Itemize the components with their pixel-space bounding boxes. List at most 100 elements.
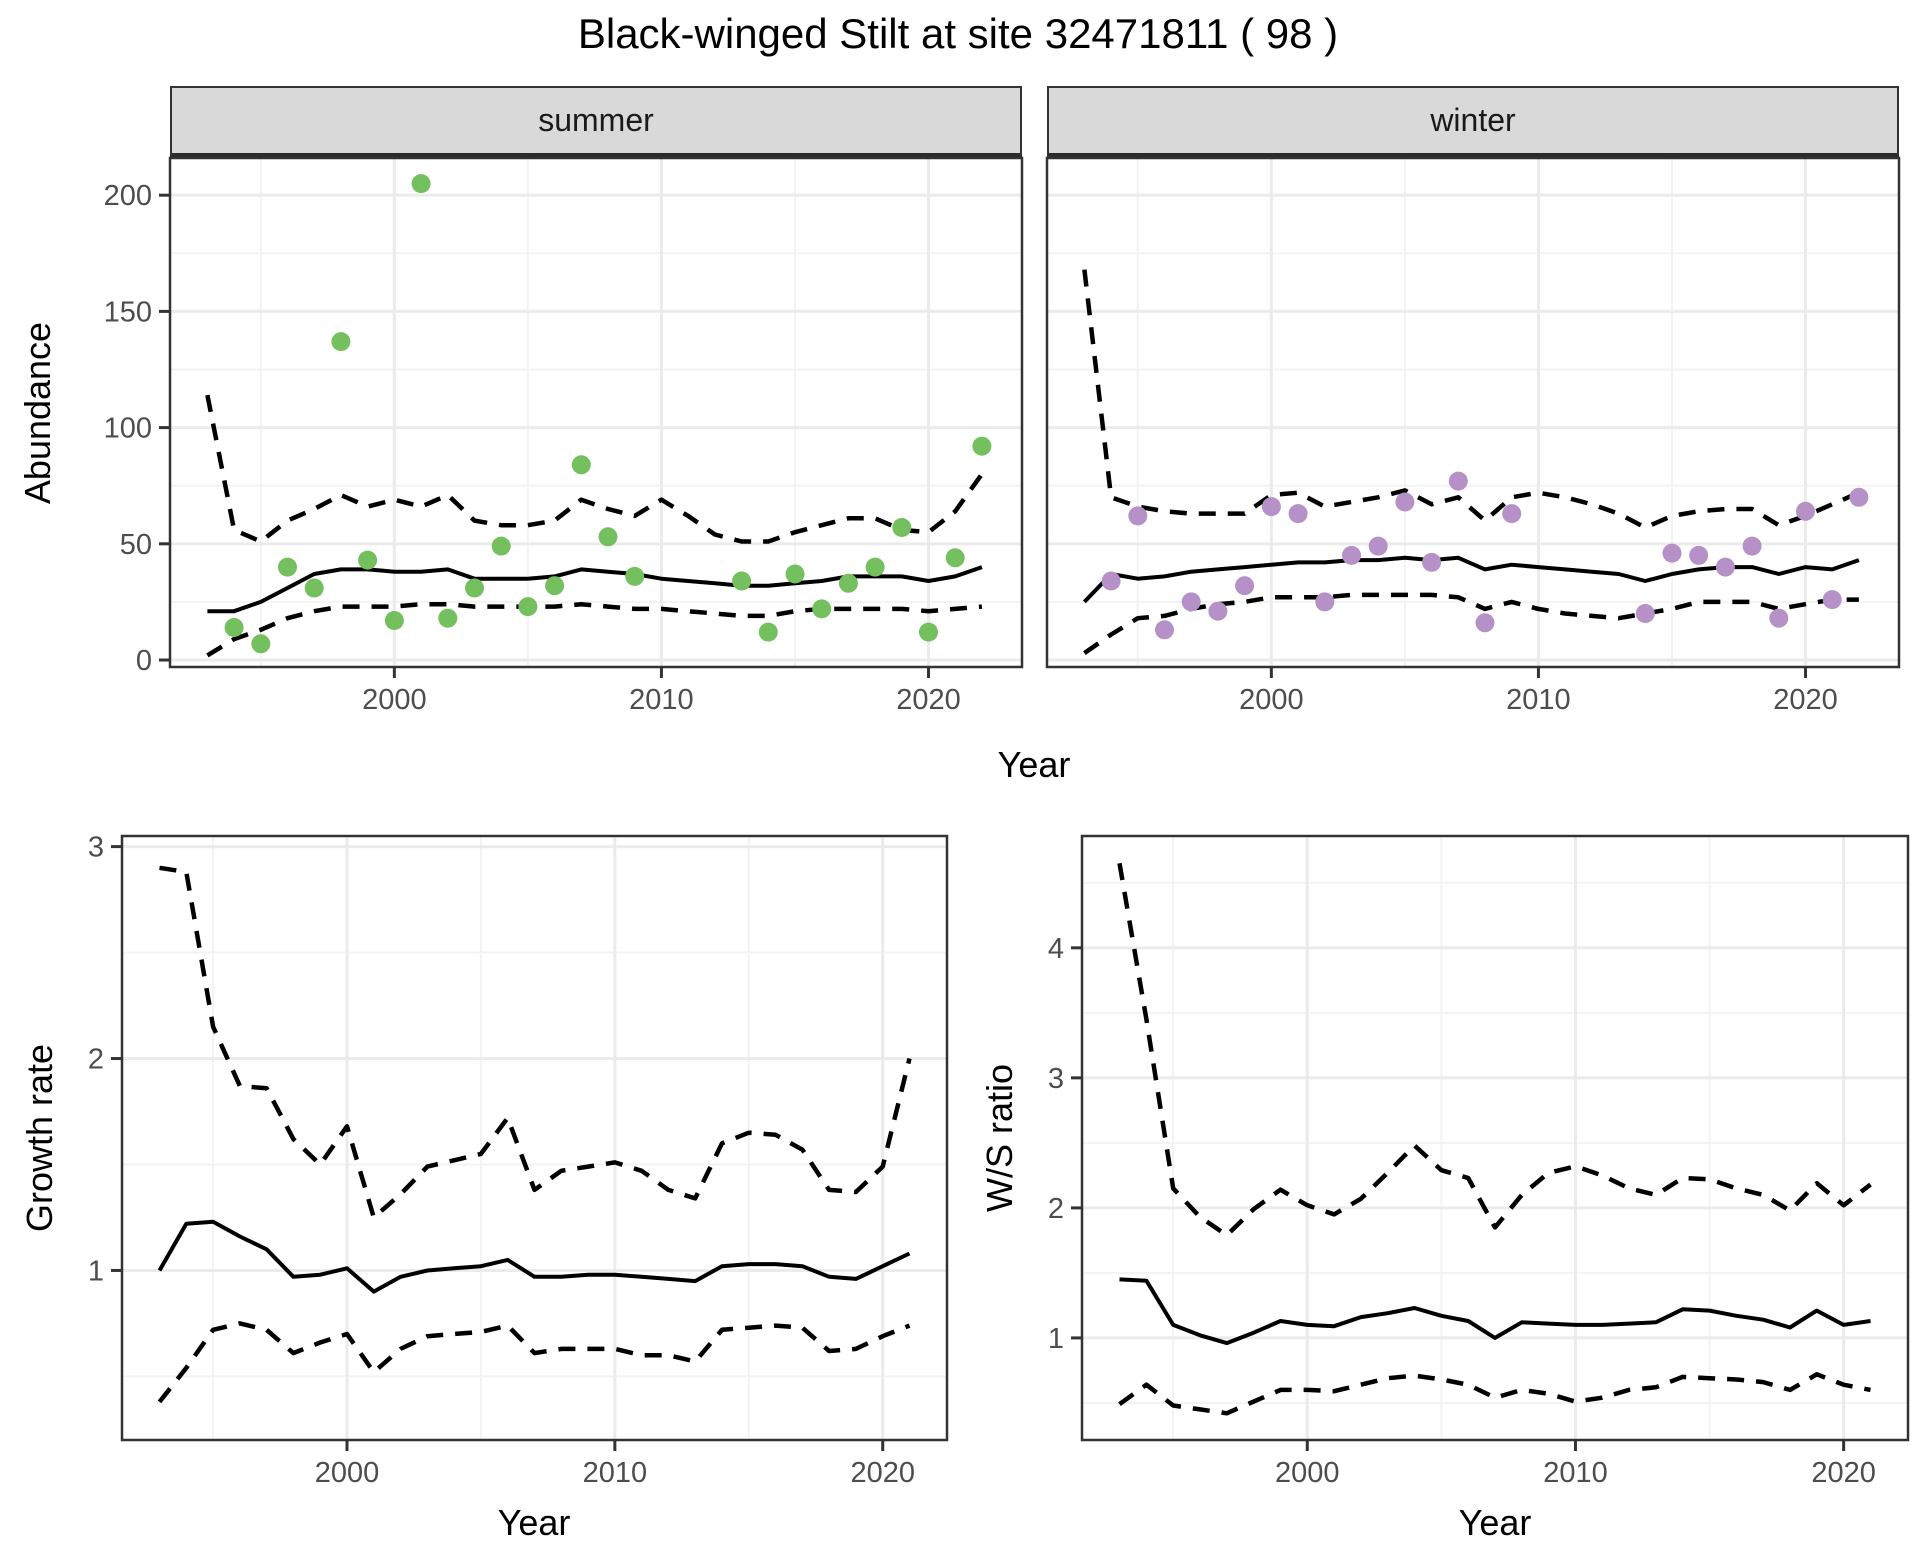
- data-point-winter: [1822, 590, 1842, 610]
- data-point-summer: [491, 536, 511, 556]
- x-tick-label: 2010: [629, 684, 694, 716]
- panel-border-growth: [120, 834, 949, 1442]
- data-point-winter: [1128, 506, 1148, 526]
- facet-strip-winter: winter: [1047, 86, 1899, 158]
- data-point-winter: [1849, 487, 1869, 507]
- panel-border-winter: [1045, 156, 1901, 669]
- data-point-winter: [1342, 545, 1361, 565]
- x-axis-title-year-ws: Year: [1458, 1502, 1532, 1543]
- data-point-winter: [1742, 536, 1762, 556]
- data-point-winter: [1368, 536, 1388, 556]
- data-point-summer: [865, 557, 885, 577]
- data-point-winter: [1635, 604, 1655, 623]
- mean-line-ws: [1119, 1277, 1871, 1346]
- x-tick-label: 2000: [1239, 684, 1304, 716]
- upper-ci-line-summer: [205, 394, 984, 544]
- y-tick-label: 2: [1048, 1193, 1064, 1225]
- panel-background-growth: [122, 836, 947, 1440]
- y-tick-label: 1: [88, 1255, 104, 1287]
- y-tick-label: 200: [104, 180, 152, 212]
- y-tick-label: 2: [88, 1044, 104, 1076]
- data-point-summer: [278, 557, 297, 577]
- data-point-summer: [892, 518, 912, 537]
- x-tick-label: 2020: [850, 1457, 915, 1489]
- y-tick-label: 1: [1048, 1323, 1064, 1355]
- data-point-winter: [1715, 557, 1735, 577]
- panel-border-ws: [1080, 834, 1910, 1442]
- x-tick-label: 2010: [1506, 684, 1571, 716]
- data-point-summer: [224, 618, 244, 637]
- data-point-summer: [732, 571, 752, 591]
- data-point-summer: [598, 527, 618, 547]
- data-point-winter: [1422, 552, 1442, 572]
- data-point-summer: [384, 611, 404, 630]
- data-point-winter: [1448, 471, 1468, 491]
- x-tick-label: 2020: [1811, 1457, 1876, 1489]
- x-tick-label: 2020: [896, 684, 961, 716]
- chart-title: Black-winged Stilt at site 32471811 ( 98…: [577, 10, 1339, 57]
- data-point-summer: [812, 599, 832, 619]
- x-tick-label: 2000: [1275, 1457, 1340, 1489]
- data-point-winter: [1475, 613, 1495, 633]
- data-point-summer: [571, 455, 591, 475]
- data-point-summer: [331, 332, 351, 352]
- data-point-summer: [785, 564, 805, 584]
- x-axis-title-year-growth: Year: [497, 1502, 571, 1543]
- data-point-summer: [251, 634, 271, 654]
- panel-border-summer: [168, 156, 1024, 669]
- data-point-winter: [1662, 543, 1682, 563]
- facet-strip-summer: summer: [170, 86, 1022, 158]
- y-tick-label: 0: [136, 645, 152, 677]
- data-point-winter: [1395, 492, 1415, 512]
- y-tick-label: 3: [88, 832, 104, 864]
- upper-ci-line-growth: [159, 865, 912, 1220]
- data-point-summer: [545, 576, 565, 596]
- y-tick-label: 50: [120, 529, 152, 561]
- data-point-winter: [1502, 504, 1522, 524]
- x-tick-label: 2010: [583, 1457, 648, 1489]
- panel-background-winter: [1047, 158, 1899, 667]
- x-axis-title-year-top: Year: [997, 744, 1071, 785]
- data-point-summer: [518, 597, 538, 617]
- data-point-winter: [1155, 620, 1174, 640]
- data-point-summer: [919, 622, 938, 642]
- x-tick-label: 2010: [1543, 1457, 1608, 1489]
- data-point-winter: [1796, 501, 1815, 521]
- upper-ci-line-ws: [1117, 862, 1872, 1238]
- x-tick-label: 2020: [1773, 684, 1838, 716]
- data-point-summer: [838, 573, 858, 593]
- data-point-winter: [1181, 592, 1201, 612]
- data-point-winter: [1769, 608, 1789, 628]
- data-point-summer: [304, 578, 324, 598]
- facet-label-summer: summer: [538, 102, 654, 138]
- y-tick-label: 150: [104, 296, 152, 328]
- data-point-winter: [1689, 545, 1709, 565]
- panel-background-ws: [1082, 836, 1908, 1440]
- data-point-winter: [1235, 576, 1255, 596]
- data-point-summer: [465, 578, 484, 598]
- data-point-winter: [1315, 592, 1335, 612]
- data-point-winter: [1101, 571, 1121, 591]
- data-point-summer: [411, 174, 431, 194]
- mean-line-growth: [157, 1219, 911, 1294]
- data-point-summer: [625, 566, 645, 586]
- data-point-summer: [438, 608, 458, 628]
- y-tick-label: 3: [1048, 1063, 1064, 1095]
- lower-ci-line-growth: [157, 1321, 911, 1404]
- upper-ci-line-winter: [1082, 269, 1860, 530]
- x-tick-label: 2000: [362, 684, 427, 716]
- data-point-summer: [972, 436, 992, 456]
- panel-background-summer: [170, 158, 1022, 667]
- data-point-winter: [1261, 497, 1281, 517]
- y-tick-label: 100: [104, 413, 152, 445]
- data-point-winter: [1208, 601, 1228, 621]
- data-point-summer: [358, 550, 378, 570]
- x-tick-label: 2000: [315, 1457, 380, 1489]
- data-point-summer: [758, 622, 778, 642]
- facet-label-winter: winter: [1430, 102, 1516, 138]
- y-tick-label: 4: [1048, 933, 1064, 965]
- data-point-winter: [1288, 504, 1308, 524]
- data-point-summer: [945, 548, 965, 568]
